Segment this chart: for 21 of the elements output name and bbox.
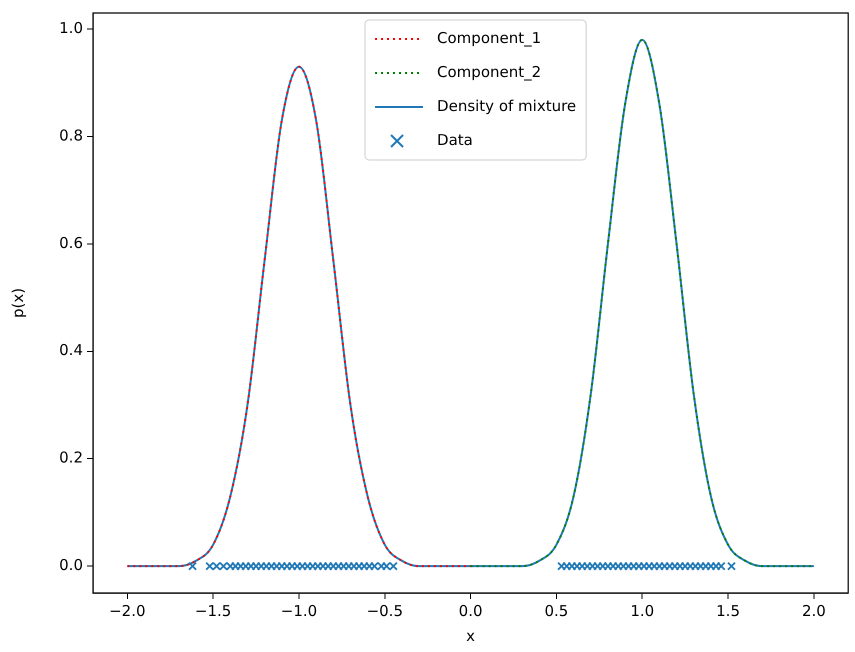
y-axis-title: p(x) xyxy=(8,288,27,318)
y-tick-label: 0.4 xyxy=(59,341,83,360)
x-tick-label: 2.0 xyxy=(802,602,826,620)
y-tick-label: 0.6 xyxy=(59,234,83,252)
x-tick-label: 0.5 xyxy=(544,602,568,620)
y-tick-label: 0.8 xyxy=(59,126,83,144)
y-tick-label: 1.0 xyxy=(59,19,83,37)
legend-label: Component_1 xyxy=(437,28,542,47)
legend-label: Data xyxy=(437,130,473,149)
x-axis-title: x xyxy=(466,626,476,645)
y-tick-label: 0.2 xyxy=(59,448,83,467)
x-tick-label: −2.0 xyxy=(109,602,146,620)
x-tick-label: −1.0 xyxy=(280,602,318,620)
x-tick-label: 1.0 xyxy=(630,602,654,620)
legend-label: Component_2 xyxy=(437,62,542,81)
x-tick-label: 0.0 xyxy=(458,602,483,620)
x-tick-label: 1.5 xyxy=(716,602,740,620)
x-tick-label: −1.5 xyxy=(194,602,232,620)
y-tick-label: 0.0 xyxy=(59,556,83,574)
x-tick-label: −0.5 xyxy=(366,602,403,620)
legend-label: Density of mixture xyxy=(437,96,576,115)
